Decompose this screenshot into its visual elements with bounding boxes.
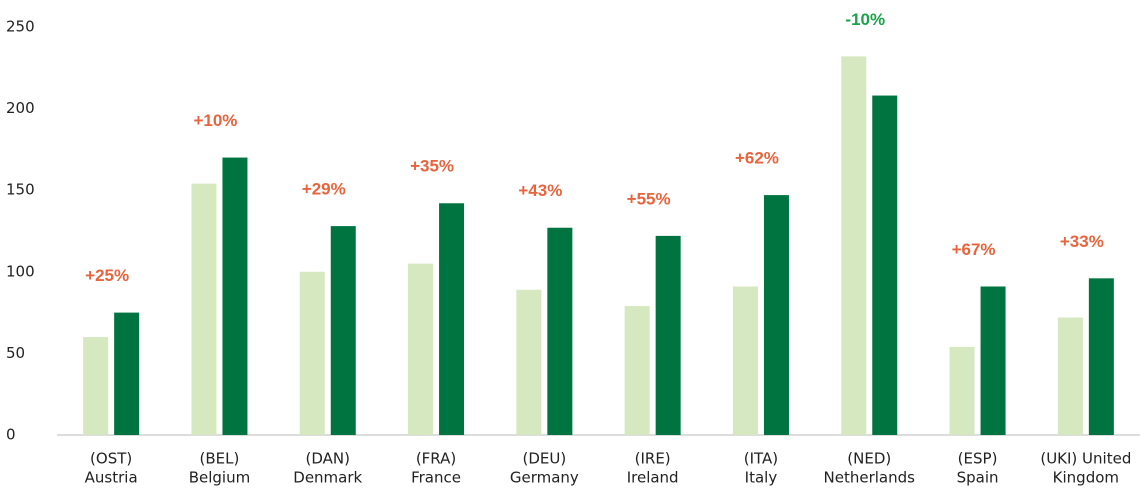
- y-tick-label: 100: [6, 262, 35, 280]
- bar: [980, 286, 1006, 435]
- change-label: +35%: [410, 157, 454, 176]
- y-tick-label: 0: [6, 426, 16, 444]
- x-tick-label: (IRE): [635, 450, 671, 468]
- bar: [1088, 278, 1114, 435]
- y-tick-label: 150: [6, 181, 35, 199]
- change-label: +29%: [302, 180, 346, 199]
- bar: [299, 271, 325, 435]
- x-tick-label: (UKI) United: [1040, 450, 1131, 468]
- y-tick-label: 200: [6, 99, 35, 117]
- bar: [547, 227, 573, 435]
- bar: [949, 346, 975, 435]
- x-tick-label: Ireland: [627, 469, 679, 487]
- x-tick-label: (DAN): [306, 450, 350, 468]
- x-tick-label: France: [411, 469, 461, 487]
- bar: [763, 195, 789, 435]
- x-tick-label: (BEL): [200, 450, 240, 468]
- bar: [1057, 317, 1083, 435]
- bar: [222, 157, 248, 435]
- bar: [439, 203, 465, 435]
- x-tick-label: (ESP): [958, 450, 998, 468]
- x-tick-label: Italy: [745, 469, 778, 487]
- x-tick-label: Belgium: [189, 469, 251, 487]
- x-tick-label: Spain: [957, 469, 999, 487]
- bar: [872, 95, 898, 435]
- x-tick-label: (DEU): [522, 450, 566, 468]
- bar: [624, 306, 650, 435]
- change-label: +43%: [518, 181, 562, 200]
- change-label: +62%: [735, 149, 779, 168]
- bar: [114, 312, 140, 435]
- x-tick-label: (OST): [90, 450, 132, 468]
- bar: [408, 263, 434, 435]
- x-tick-label: Netherlands: [824, 469, 916, 487]
- change-label: +55%: [627, 189, 671, 208]
- bar: [191, 183, 217, 435]
- x-tick-label: Germany: [510, 469, 579, 487]
- bar: [83, 337, 109, 435]
- y-tick-label: 250: [6, 18, 35, 36]
- bar: [516, 289, 542, 435]
- change-label: +25%: [85, 266, 129, 285]
- change-label: +33%: [1060, 232, 1104, 251]
- x-tick-label: (NED): [847, 450, 891, 468]
- x-tick-label: Denmark: [293, 469, 362, 487]
- bar: [841, 56, 867, 435]
- change-label: -10%: [845, 10, 885, 29]
- y-tick-label: 50: [6, 344, 25, 362]
- x-tick-label: (FRA): [416, 450, 456, 468]
- change-label: +10%: [193, 111, 237, 130]
- bar: [655, 235, 681, 435]
- x-tick-label: Austria: [85, 469, 138, 487]
- x-tick-label: (ITA): [744, 450, 778, 468]
- bar: [732, 286, 758, 435]
- x-tick-label: Kingdom: [1053, 469, 1119, 487]
- change-label: +67%: [952, 240, 996, 259]
- bar: [330, 226, 356, 435]
